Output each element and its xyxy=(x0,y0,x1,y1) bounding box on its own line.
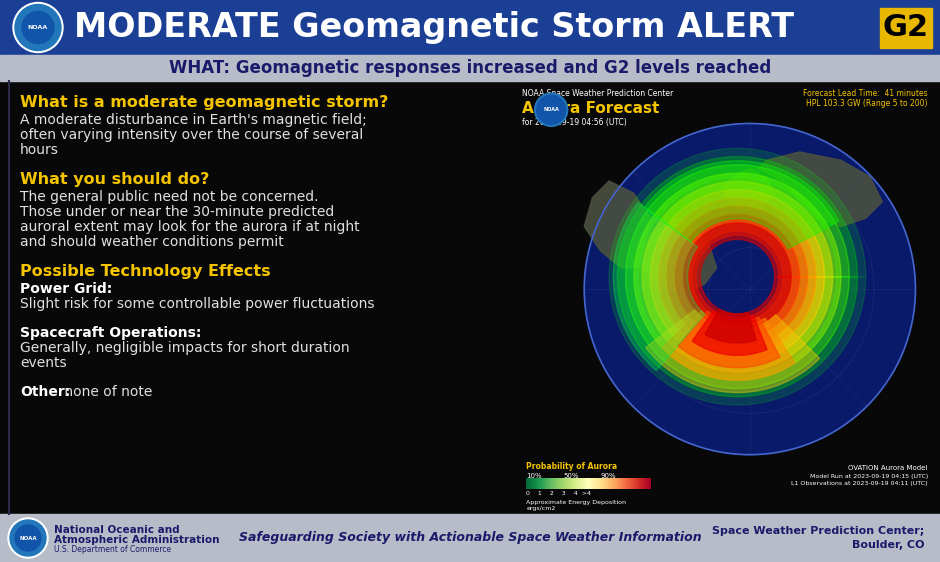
Text: Spacecraft Operations:: Spacecraft Operations: xyxy=(20,326,201,340)
Text: Power Grid:: Power Grid: xyxy=(20,282,112,296)
Text: for 2023-09-19 04:56 (UTC): for 2023-09-19 04:56 (UTC) xyxy=(522,118,627,127)
Text: Other:: Other: xyxy=(20,385,70,399)
Text: Safeguarding Society with Actionable Space Weather Information: Safeguarding Society with Actionable Spa… xyxy=(239,532,701,545)
Text: ergs/cm2: ergs/cm2 xyxy=(526,506,556,511)
Text: and should weather conditions permit: and should weather conditions permit xyxy=(20,235,284,249)
Text: Approximate Energy Deposition: Approximate Energy Deposition xyxy=(526,500,626,505)
Polygon shape xyxy=(692,311,767,355)
Text: auroral extent may look for the aurora if at night: auroral extent may look for the aurora i… xyxy=(20,220,360,234)
Text: often varying intensity over the course of several: often varying intensity over the course … xyxy=(20,128,363,142)
Text: none of note: none of note xyxy=(60,385,152,399)
Bar xyxy=(880,7,932,48)
Circle shape xyxy=(15,525,41,551)
Polygon shape xyxy=(642,182,833,372)
Circle shape xyxy=(22,11,54,43)
Polygon shape xyxy=(683,223,791,330)
Polygon shape xyxy=(585,181,716,293)
Text: The general public need not be concerned.: The general public need not be concerned… xyxy=(20,190,319,204)
Polygon shape xyxy=(667,206,807,347)
Text: Aurora Forecast: Aurora Forecast xyxy=(522,102,660,116)
Text: 0    1    2    3    4  >4: 0 1 2 3 4 >4 xyxy=(526,491,591,496)
Text: What you should do?: What you should do? xyxy=(20,172,210,187)
Polygon shape xyxy=(609,148,866,405)
Polygon shape xyxy=(634,173,841,380)
Polygon shape xyxy=(650,190,824,364)
Polygon shape xyxy=(725,169,775,210)
Circle shape xyxy=(585,124,916,455)
Text: NOAA Space Weather Prediction Center: NOAA Space Weather Prediction Center xyxy=(522,89,673,98)
Bar xyxy=(0,514,940,562)
Text: Model Run at 2023-09-19 04:15 (UTC): Model Run at 2023-09-19 04:15 (UTC) xyxy=(809,474,928,479)
Text: What is a moderate geomagnetic storm?: What is a moderate geomagnetic storm? xyxy=(20,95,388,110)
Polygon shape xyxy=(678,311,780,368)
Text: WHAT: Geomagnetic responses increased and G2 levels reached: WHAT: Geomagnetic responses increased an… xyxy=(169,59,771,77)
Bar xyxy=(0,0,940,55)
Polygon shape xyxy=(663,311,795,380)
Circle shape xyxy=(10,520,46,556)
Polygon shape xyxy=(646,310,820,393)
Circle shape xyxy=(15,4,61,51)
Circle shape xyxy=(13,2,63,52)
Text: NOAA: NOAA xyxy=(28,25,48,30)
Bar xyxy=(0,55,940,81)
Polygon shape xyxy=(626,165,849,388)
Polygon shape xyxy=(645,161,839,249)
Polygon shape xyxy=(659,198,816,355)
Polygon shape xyxy=(618,157,857,397)
Circle shape xyxy=(535,93,568,126)
Text: HPL 103.3 GW (Range 5 to 200): HPL 103.3 GW (Range 5 to 200) xyxy=(807,99,928,108)
Text: U.S. Department of Commerce: U.S. Department of Commerce xyxy=(54,546,171,555)
Text: 50%: 50% xyxy=(564,473,579,479)
Text: A moderate disturbance in Earth's magnetic field;: A moderate disturbance in Earth's magnet… xyxy=(20,113,367,127)
Text: G2: G2 xyxy=(883,13,929,42)
Text: Possible Technology Effects: Possible Technology Effects xyxy=(20,264,271,279)
Text: MODERATE Geomagnetic Storm ALERT: MODERATE Geomagnetic Storm ALERT xyxy=(74,11,794,44)
Text: NOAA: NOAA xyxy=(19,536,37,541)
Text: Those under or near the 30-minute predicted: Those under or near the 30-minute predic… xyxy=(20,205,335,219)
Text: Generally, negligible impacts for short duration: Generally, negligible impacts for short … xyxy=(20,341,350,355)
Circle shape xyxy=(8,518,48,558)
Text: NOAA: NOAA xyxy=(543,107,559,112)
Polygon shape xyxy=(613,202,705,371)
Text: Forecast Lead Time:  41 minutes: Forecast Lead Time: 41 minutes xyxy=(804,89,928,98)
Text: Space Weather Prediction Center;: Space Weather Prediction Center; xyxy=(712,526,924,536)
Text: hours: hours xyxy=(20,143,59,157)
Text: National Oceanic and: National Oceanic and xyxy=(54,525,180,535)
Text: Boulder, CO: Boulder, CO xyxy=(852,540,924,550)
Text: L1 Observations at 2023-09-19 04:11 (UTC): L1 Observations at 2023-09-19 04:11 (UTC… xyxy=(791,481,928,486)
Polygon shape xyxy=(705,309,756,343)
Text: OVATION Aurora Model: OVATION Aurora Model xyxy=(849,465,928,471)
Polygon shape xyxy=(675,215,800,339)
Text: 10%: 10% xyxy=(526,473,541,479)
Text: 90%: 90% xyxy=(601,473,617,479)
Text: events: events xyxy=(20,356,67,370)
Text: Slight risk for some controllable power fluctuations: Slight risk for some controllable power … xyxy=(20,297,374,311)
Text: Probability of Aurora: Probability of Aurora xyxy=(526,462,618,471)
Text: Atmospheric Administration: Atmospheric Administration xyxy=(54,535,220,545)
Polygon shape xyxy=(759,152,883,226)
Circle shape xyxy=(537,96,566,124)
